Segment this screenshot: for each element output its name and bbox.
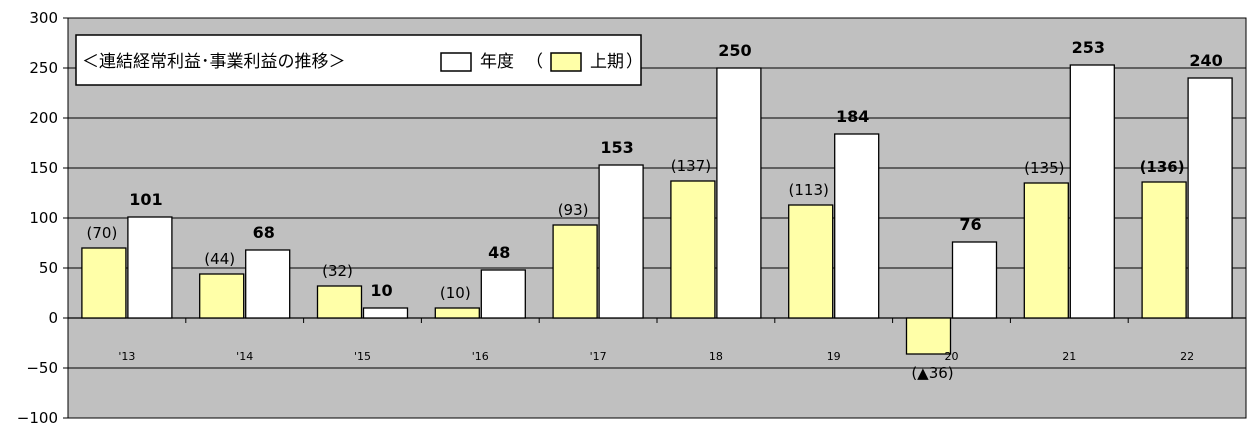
data-label-half-year: (▲36): [911, 364, 953, 382]
bar-half-year: [788, 204, 834, 319]
x-tick-label: '16: [472, 350, 489, 363]
x-tick-label: '15: [354, 350, 371, 363]
x-tick-label: 19: [827, 350, 841, 363]
data-label-annual: 184: [836, 107, 869, 126]
data-label-half-year: (44): [204, 250, 235, 268]
y-tick-label: 150: [29, 159, 58, 177]
y-tick-label: 100: [29, 209, 58, 227]
bar-annual: [362, 307, 409, 319]
legend-swatch-half: [550, 52, 582, 72]
data-label-annual: 253: [1072, 38, 1105, 57]
legend-label-half: 上期: [590, 52, 624, 72]
x-axis-ticks: '13 '14 '15 '16 '17 18 19 20 21 22: [67, 318, 1194, 363]
x-tick-label: 20: [945, 350, 959, 363]
bars: [81, 64, 1233, 355]
data-label-half-year: (93): [558, 201, 589, 219]
legend-open-paren: （: [526, 52, 543, 72]
data-label-annual: 68: [253, 223, 275, 242]
bar-annual: [480, 269, 526, 319]
bar-half-year: [670, 180, 716, 319]
x-tick-label: 18: [709, 350, 723, 363]
data-label-half-year: (135): [1024, 159, 1064, 177]
bar-annual: [951, 241, 998, 319]
legend-box: [75, 34, 642, 86]
data-label-annual: 153: [600, 138, 633, 157]
data-label-half-year: (136): [1140, 158, 1185, 176]
bar-half-year: [905, 317, 952, 355]
data-label-annual: 240: [1189, 51, 1222, 70]
y-tick-label: −100: [17, 409, 58, 427]
y-tick-label: 0: [48, 309, 58, 327]
x-tick-label: 21: [1062, 350, 1076, 363]
data-label-annual: 10: [370, 281, 392, 300]
data-label-half-year: (10): [440, 284, 471, 302]
bar-annual: [127, 216, 173, 319]
y-tick-label: 250: [29, 59, 58, 77]
legend-close-paren: ）: [626, 52, 643, 72]
x-tick-label: '13: [118, 350, 135, 363]
bar-half-year: [552, 224, 598, 319]
bar-annual: [834, 133, 880, 319]
data-label-annual: 101: [129, 190, 162, 209]
x-tick-label: '17: [590, 350, 607, 363]
bar-half-year: [81, 247, 127, 319]
data-label-annual: 250: [718, 41, 751, 60]
legend-label-annual: 年度: [480, 52, 514, 72]
bar-half-year: [434, 307, 480, 319]
bar-half-year: [1141, 181, 1187, 319]
bar-half-year: [316, 285, 363, 319]
legend-swatch-annual: [440, 52, 472, 72]
chart-title: ＜連結経常利益･事業利益の推移＞: [82, 52, 346, 72]
bar-annual: [716, 67, 762, 319]
y-tick-label: 200: [29, 109, 58, 127]
bar-annual: [1187, 77, 1233, 319]
bar-annual: [1069, 64, 1115, 319]
x-tick-label: '14: [236, 350, 253, 363]
data-label-half-year: (137): [671, 157, 711, 175]
y-tick-label: 300: [29, 9, 58, 27]
bar-annual: [598, 164, 644, 319]
y-tick-label: −50: [26, 359, 58, 377]
legend: ＜連結経常利益･事業利益の推移＞ 年度 （ 上期 ）: [75, 34, 643, 86]
y-tick-label: 50: [39, 259, 58, 277]
y-axis-ticks: 300 250 200 150 100 50 0 −50 −100: [17, 9, 68, 427]
bar-half-year: [1023, 182, 1069, 319]
data-label-half-year: (32): [322, 262, 353, 280]
data-label-annual: 48: [488, 243, 510, 262]
bar-annual: [245, 249, 291, 319]
data-label-annual: 76: [959, 215, 981, 234]
bar-half-year: [199, 273, 245, 319]
data-label-half-year: (113): [789, 181, 829, 199]
x-tick-label: 22: [1180, 350, 1194, 363]
data-labels: (70) 101 (44) 68 (32) 10 (10) 48 (93) 153 (137) 250…: [87, 38, 1223, 382]
data-label-half-year: (70): [87, 224, 118, 242]
